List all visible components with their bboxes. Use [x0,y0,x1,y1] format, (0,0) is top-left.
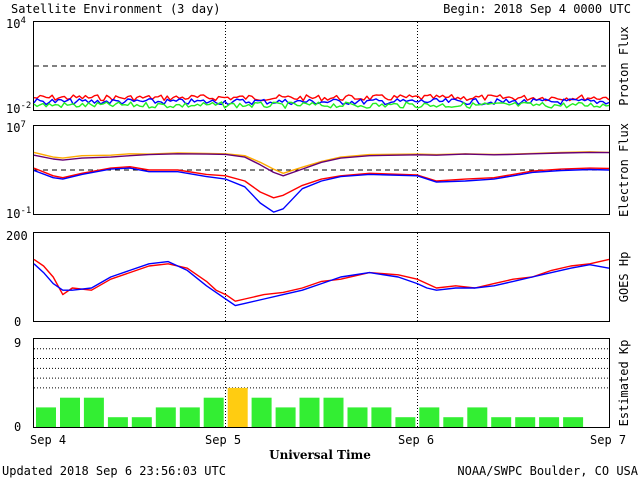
kp-bar [395,417,416,427]
x-tick-sep4: Sep 4 [30,433,66,447]
kp-ytick-top: 9 [14,336,21,350]
chart-title: Satellite Environment (3 day) [11,2,221,16]
kp-panel [33,338,610,428]
proton-ytick-top: 104 [6,16,26,31]
electron-series-red [33,165,610,199]
electron-ylabel: Electron Flux [617,123,631,217]
kp-bar [251,397,272,427]
updated-time: Updated 2018 Sep 6 23:56:03 UTC [2,464,226,478]
electron-panel [33,125,610,215]
proton-series-red [33,93,610,102]
proton-ylabel: Proton Flux [617,26,631,105]
goes-ytick-top: 200 [6,229,28,243]
kp-bar [515,417,536,427]
electron-series-group [33,151,610,213]
kp-bar [443,417,464,427]
proton-series-group [33,65,610,109]
electron-series-purple [33,151,610,177]
kp-bar [275,407,296,427]
kp-bar [371,407,392,427]
kp-ytick-bottom: 0 [14,420,21,434]
electron-ytick-top: 107 [6,120,26,135]
proton-series-green [33,101,610,109]
proton-series-blue [33,97,610,106]
kp-bar [539,417,560,427]
kp-bar [179,407,200,427]
goes-ytick-bottom: 0 [14,315,21,329]
goes_hp-series-blue [33,260,610,307]
goes-hp-ylabel: GOES Hp [617,252,631,303]
day-separators [225,22,418,427]
electron-ytick-bottom: 10-1 [6,206,31,221]
kp-bar [60,397,80,427]
y-tick-labels: 104 10-2 107 10-1 200 0 9 0 [6,16,31,434]
kp-bar [491,417,512,427]
kp-bars-group [34,348,609,427]
proton-ytick-bottom: 10-2 [6,101,31,116]
kp-bar [203,397,224,427]
x-tick-sep6: Sep 6 [398,433,434,447]
electron-series-blue [33,167,610,213]
source-credit: NOAA/SWPC Boulder, CO USA [457,464,638,478]
begin-time: Begin: 2018 Sep 4 0000 UTC [443,2,631,16]
kp-ylabel: Estimated Kp [617,340,631,427]
kp-bar [131,417,152,427]
kp-bar [155,407,176,427]
kp-bar [563,417,584,427]
kp-bar [83,397,104,427]
kp-bar [323,397,344,427]
kp-bar [467,407,488,427]
x-axis-label: Universal Time [269,448,371,462]
x-tick-sep5: Sep 5 [205,433,241,447]
proton-panel [33,21,610,111]
kp-bar [347,407,368,427]
goes-hp-panel [33,232,610,322]
kp-bar [419,407,440,427]
goes-hp-series-group [33,258,610,307]
kp-bar [36,407,56,427]
kp-bar [299,397,320,427]
x-tick-sep7: Sep 7 [590,433,626,447]
kp-bar [227,387,248,427]
goes_hp-series-red [33,258,610,302]
kp-bar [107,417,128,427]
